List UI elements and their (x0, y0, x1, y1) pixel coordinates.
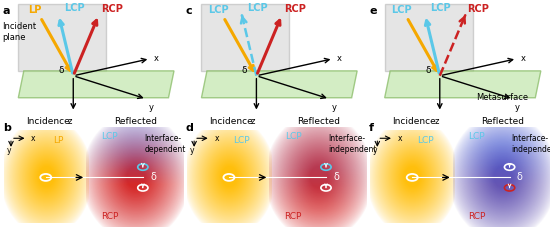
Text: x: x (337, 54, 342, 63)
Text: LCP: LCP (468, 133, 485, 141)
Polygon shape (18, 71, 174, 98)
Text: Incidence: Incidence (209, 118, 252, 126)
Text: LCP: LCP (248, 3, 268, 13)
Text: δ: δ (242, 66, 248, 75)
Text: Metasurface: Metasurface (476, 93, 529, 102)
Text: z: z (251, 117, 255, 126)
Text: δ: δ (333, 172, 339, 182)
Text: Interface-
independent: Interface- independent (512, 134, 550, 154)
Text: y: y (148, 103, 153, 112)
Text: LCP: LCP (431, 3, 451, 13)
Text: RCP: RCP (284, 4, 306, 14)
Text: x: x (31, 134, 36, 143)
Polygon shape (18, 4, 106, 71)
Text: e: e (369, 6, 377, 16)
Text: d: d (186, 123, 194, 133)
Text: LP: LP (28, 5, 41, 16)
Text: LP: LP (53, 136, 64, 145)
Text: f: f (369, 123, 374, 133)
Text: LCP: LCP (233, 136, 250, 145)
Polygon shape (384, 71, 541, 98)
Text: Interface-
independent: Interface- independent (328, 134, 376, 154)
Text: Reflected: Reflected (481, 118, 524, 126)
Text: x: x (154, 54, 159, 63)
Text: Reflected: Reflected (297, 118, 340, 126)
Text: x: x (521, 54, 526, 63)
Text: δ: δ (517, 172, 523, 182)
Text: b: b (3, 123, 10, 133)
Text: δ: δ (425, 66, 431, 75)
Text: RCP: RCP (101, 4, 123, 14)
Polygon shape (201, 4, 289, 71)
Text: Incident
plane: Incident plane (2, 22, 36, 42)
Text: RCP: RCP (468, 212, 485, 221)
Text: LCP: LCP (417, 136, 433, 145)
Text: y: y (7, 146, 12, 155)
Text: c: c (186, 6, 192, 16)
Text: y: y (332, 103, 337, 112)
Text: x: x (398, 134, 402, 143)
Text: z: z (434, 117, 439, 126)
Polygon shape (384, 4, 473, 71)
Text: Incidence: Incidence (392, 118, 436, 126)
Text: Interface-
dependent: Interface- dependent (145, 134, 186, 154)
Text: y: y (190, 146, 195, 155)
Polygon shape (201, 71, 357, 98)
Text: LCP: LCP (285, 133, 301, 141)
Text: δ: δ (150, 172, 156, 182)
Text: z: z (68, 117, 72, 126)
Text: RCP: RCP (284, 212, 302, 221)
Text: y: y (373, 146, 378, 155)
Text: LCP: LCP (391, 5, 411, 16)
Text: x: x (214, 134, 219, 143)
Text: LCP: LCP (102, 133, 118, 141)
Text: δ: δ (59, 66, 64, 75)
Text: Reflected: Reflected (114, 118, 157, 126)
Text: a: a (3, 6, 10, 16)
Text: y: y (515, 103, 520, 112)
Text: LCP: LCP (208, 5, 228, 16)
Text: Incidence: Incidence (26, 118, 69, 126)
Text: RCP: RCP (101, 212, 119, 221)
Text: LCP: LCP (64, 3, 85, 13)
Text: RCP: RCP (468, 4, 489, 14)
